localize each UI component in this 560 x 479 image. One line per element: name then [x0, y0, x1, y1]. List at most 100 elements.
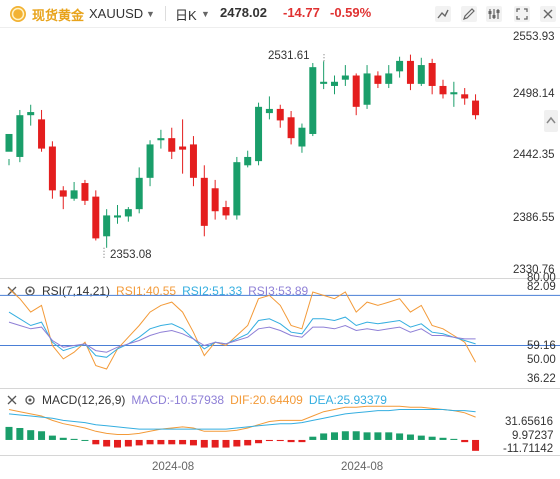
macd-histogram-bar — [287, 439, 295, 443]
candle-body — [439, 85, 447, 95]
macd-histogram-bar — [255, 439, 263, 444]
candle-body — [233, 162, 241, 216]
macd-histogram-bar — [5, 426, 13, 440]
macd-chart[interactable] — [0, 389, 560, 455]
macd-histogram-bar — [48, 435, 56, 440]
macd-axis-label: 9.97237 — [512, 430, 554, 442]
symbol-cn-name[interactable]: 现货黄金 — [32, 8, 85, 23]
candle-body — [81, 183, 89, 201]
candle-body — [374, 75, 382, 84]
macd-histogram-bar — [298, 439, 306, 443]
last-price: 2478.02 — [220, 5, 267, 20]
macd-histogram-bar — [16, 428, 24, 440]
macd-histogram-bar — [450, 438, 458, 440]
candle-body — [276, 108, 284, 121]
rsi-axis-label: 59.16 — [527, 340, 556, 352]
macd-histogram-bar — [70, 438, 78, 440]
candle-body — [211, 188, 219, 212]
macd-axis-label: -11.71142 — [503, 443, 554, 455]
divider — [165, 6, 166, 21]
candle-body — [92, 196, 100, 239]
candle-body — [396, 60, 404, 72]
macd-axis-label: 31.65616 — [505, 416, 553, 428]
macd-histogram-bar — [27, 430, 35, 440]
settings-icon[interactable] — [484, 4, 504, 24]
pane-divider — [0, 455, 560, 456]
rsi-chart[interactable] — [0, 279, 560, 389]
close-indicator-icon[interactable] — [6, 394, 18, 406]
macd-histogram-bar — [341, 431, 349, 440]
macd-histogram-bar — [385, 432, 393, 440]
indicator-icon[interactable] — [433, 4, 453, 24]
candle-body — [5, 133, 13, 152]
macd-histogram-bar — [114, 439, 121, 448]
price-chart[interactable] — [0, 28, 560, 280]
macd-histogram-bar — [59, 437, 67, 440]
macd-title: MACD(12,26,9) — [42, 393, 126, 407]
rsi2-value: RSI2:51.33 — [182, 284, 243, 298]
macd-value: MACD:-10.57938 — [131, 393, 225, 407]
indicator-settings-icon[interactable] — [24, 394, 36, 406]
macd-histogram-bar — [428, 436, 436, 440]
symbol-dropdown-icon[interactable]: ▼ — [146, 9, 155, 19]
price-axis-label: 2498.14 — [513, 88, 555, 100]
candle-body — [255, 106, 263, 162]
macd-histogram-bar — [124, 439, 132, 447]
macd-histogram-bar — [439, 437, 447, 440]
candle-body — [16, 115, 24, 157]
macd-histogram-bar — [200, 439, 208, 448]
date-axis-label: 2024-08 — [341, 461, 384, 473]
candle-body — [341, 75, 349, 80]
candle-body — [309, 67, 317, 134]
macd-histogram-bar — [331, 432, 338, 440]
macd-histogram-bar — [222, 439, 230, 448]
low-price-annotation: 2353.08 — [110, 249, 152, 261]
period-selector[interactable]: 日K — [175, 8, 197, 23]
candle-body — [331, 81, 338, 86]
macd-histogram-bar — [92, 439, 100, 445]
candle-body — [320, 81, 328, 84]
candle-body — [287, 117, 295, 139]
macd-histogram-bar — [472, 439, 480, 451]
pane-divider[interactable] — [0, 388, 560, 389]
candle-body — [124, 209, 132, 217]
candle-body — [157, 138, 165, 141]
macd-histogram-bar — [168, 439, 176, 445]
candle-body — [38, 119, 46, 149]
fullscreen-icon[interactable] — [512, 4, 532, 24]
period-dropdown-icon[interactable]: ▼ — [201, 9, 210, 19]
side-panel-toggle[interactable] — [544, 110, 558, 132]
candle-body — [135, 177, 143, 210]
close-icon[interactable] — [538, 4, 558, 24]
macd-histogram-bar — [146, 439, 154, 445]
dif-line — [8, 405, 476, 435]
price-change-percent: -0.59% — [330, 5, 372, 20]
price-axis-label: 2442.35 — [513, 149, 555, 161]
macd-histogram-bar — [276, 439, 284, 442]
candle-body — [265, 108, 273, 114]
rsi-axis-label: 36.22 — [527, 373, 556, 385]
dea-value: DEA:25.93379 — [308, 393, 387, 407]
candle-body — [461, 94, 469, 99]
symbol-code[interactable]: XAUUSD — [89, 6, 144, 21]
candle-body — [472, 100, 480, 116]
candle-body — [27, 112, 35, 116]
candle-body — [114, 215, 121, 218]
draw-icon[interactable] — [459, 4, 479, 24]
macd-histogram-bar — [103, 439, 111, 447]
pane-divider[interactable] — [0, 278, 560, 279]
rsi2-line — [8, 311, 476, 358]
macd-histogram-bar — [135, 439, 143, 446]
macd-histogram-bar — [374, 432, 382, 440]
macd-histogram-bar — [157, 439, 165, 445]
macd-histogram-bar — [363, 432, 371, 440]
price-axis-label: 2553.93 — [513, 31, 555, 43]
macd-histogram-bar — [233, 439, 241, 447]
macd-histogram-bar — [309, 436, 317, 440]
macd-histogram-bar — [38, 431, 46, 440]
price-axis-label: 2386.55 — [513, 212, 555, 224]
candle-body — [168, 138, 176, 152]
candle-body — [244, 156, 252, 166]
candle-body — [385, 73, 393, 84]
macd-histogram-bar — [179, 439, 187, 445]
